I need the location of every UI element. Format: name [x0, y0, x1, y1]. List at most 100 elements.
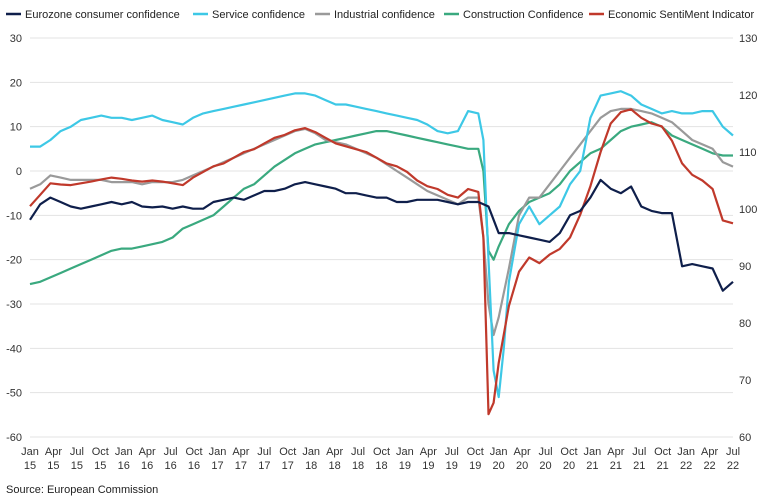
- x-axis-tick-label: Jan 19: [396, 446, 414, 472]
- right-axis-tick-label: 90: [739, 261, 751, 273]
- svg-text:Oct: Oct: [373, 446, 390, 458]
- left-axis-ticks: 30 20 10 0 -10 -20 -30 -40 -50 -60: [6, 33, 22, 444]
- svg-text:Apr: Apr: [326, 446, 343, 458]
- right-axis-tick-label: 120: [739, 90, 757, 102]
- svg-text:Jul: Jul: [257, 446, 271, 458]
- x-axis-ticks: Jan 15 Apr 15 Jul 15 Oct 15 Jan 16 Apr 16 Jul 16 Oct 16…: [21, 446, 740, 472]
- left-axis-tick-label: 10: [10, 122, 22, 134]
- legend-item: Industrial confidence: [315, 9, 435, 21]
- svg-text:Apr: Apr: [420, 446, 437, 458]
- x-axis-tick-label: Oct 21: [654, 446, 671, 472]
- x-axis-tick-label: Jan 20: [490, 446, 508, 472]
- x-axis-tick-label: Jul 17: [257, 446, 271, 472]
- left-axis-tick-label: -10: [6, 210, 22, 222]
- svg-text:20: 20: [516, 460, 528, 472]
- x-axis-tick-label: Apr 19: [420, 446, 437, 472]
- x-axis-tick-label: Jul 21: [632, 446, 646, 472]
- svg-text:16: 16: [164, 460, 176, 472]
- series-line: [29, 178, 734, 292]
- svg-text:Jan: Jan: [115, 446, 133, 458]
- x-axis-tick-label: Jul 20: [539, 446, 553, 472]
- left-axis-tick-label: -50: [6, 388, 22, 400]
- svg-text:Apr: Apr: [514, 446, 531, 458]
- svg-text:Economic SentiMent Indicator: Economic SentiMent Indicator: [608, 9, 754, 21]
- svg-text:15: 15: [24, 460, 36, 472]
- svg-text:15: 15: [71, 460, 83, 472]
- right-axis-ticks: 130 120 110 100 90 80 70 60: [739, 33, 757, 444]
- x-axis-tick-label: Jul 22: [726, 446, 740, 472]
- svg-text:Oct: Oct: [560, 446, 577, 458]
- svg-text:19: 19: [446, 460, 458, 472]
- svg-text:Jan: Jan: [677, 446, 695, 458]
- svg-text:Oct: Oct: [185, 446, 202, 458]
- series-line: [29, 121, 733, 286]
- x-axis-tick-label: Jul 15: [70, 446, 84, 472]
- svg-text:21: 21: [586, 460, 598, 472]
- x-axis-tick-label: Apr 16: [139, 446, 156, 472]
- x-axis-tick-label: Jan 21: [584, 446, 602, 472]
- svg-text:15: 15: [47, 460, 59, 472]
- x-axis-tick-label: Jan 17: [209, 446, 227, 472]
- svg-text:Apr: Apr: [139, 446, 156, 458]
- x-axis-tick-label: Jul 19: [445, 446, 459, 472]
- svg-text:22: 22: [727, 460, 739, 472]
- series-line: [29, 108, 734, 416]
- x-axis-tick-label: Apr 18: [326, 446, 343, 472]
- x-axis-tick-label: Jul 18: [351, 446, 365, 472]
- right-axis-tick-label: 110: [739, 147, 757, 159]
- left-axis-tick-label: -60: [6, 432, 22, 444]
- svg-text:Eurozone consumer confidence: Eurozone consumer confidence: [25, 9, 180, 21]
- x-axis-tick-label: Jan 15: [21, 446, 39, 472]
- x-axis-tick-label: Oct 19: [467, 446, 484, 472]
- right-axis-tick-label: 100: [739, 204, 757, 216]
- svg-text:Oct: Oct: [279, 446, 296, 458]
- grid-lines: [30, 37, 733, 438]
- svg-text:18: 18: [305, 460, 317, 472]
- svg-text:16: 16: [188, 460, 200, 472]
- x-axis-tick-label: Apr 21: [607, 446, 624, 472]
- svg-text:22: 22: [680, 460, 692, 472]
- x-axis-tick-label: Jul 16: [164, 446, 178, 472]
- left-axis-tick-label: -20: [6, 255, 22, 267]
- svg-text:Oct: Oct: [92, 446, 109, 458]
- legend-item: Service confidence: [193, 9, 305, 21]
- svg-text:16: 16: [118, 460, 130, 472]
- svg-text:18: 18: [352, 460, 364, 472]
- right-axis-tick-label: 130: [739, 33, 757, 45]
- svg-text:17: 17: [258, 460, 270, 472]
- svg-text:17: 17: [211, 460, 223, 472]
- left-axis-tick-label: 0: [16, 166, 22, 178]
- svg-text:21: 21: [633, 460, 645, 472]
- svg-text:Apr: Apr: [701, 446, 718, 458]
- chart-legend: Eurozone consumer confidence Service conf…: [6, 9, 754, 21]
- left-axis-tick-label: 20: [10, 77, 22, 89]
- svg-text:Jan: Jan: [396, 446, 414, 458]
- svg-text:Jul: Jul: [539, 446, 553, 458]
- svg-text:Jul: Jul: [632, 446, 646, 458]
- x-axis-tick-label: Apr 17: [232, 446, 249, 472]
- svg-text:19: 19: [422, 460, 434, 472]
- svg-text:Oct: Oct: [654, 446, 671, 458]
- x-axis-tick-label: Jan 18: [302, 446, 320, 472]
- svg-text:16: 16: [141, 460, 153, 472]
- x-axis-tick-label: Oct 15: [92, 446, 109, 472]
- svg-text:Jan: Jan: [490, 446, 508, 458]
- svg-text:15: 15: [94, 460, 106, 472]
- left-axis-tick-label: 30: [10, 33, 22, 45]
- svg-text:19: 19: [469, 460, 481, 472]
- x-axis-tick-label: Apr 20: [514, 446, 531, 472]
- svg-text:Jan: Jan: [209, 446, 227, 458]
- x-axis-tick-label: Oct 17: [279, 446, 296, 472]
- left-axis-tick-label: -30: [6, 299, 22, 311]
- svg-text:Construction Confidence: Construction Confidence: [463, 9, 583, 21]
- x-axis-tick-label: Jan 22: [677, 446, 695, 472]
- svg-text:Jan: Jan: [302, 446, 320, 458]
- series-line: [29, 107, 734, 337]
- svg-text:18: 18: [375, 460, 387, 472]
- svg-text:Apr: Apr: [232, 446, 249, 458]
- right-axis-tick-label: 80: [739, 318, 751, 330]
- legend-item: Economic SentiMent Indicator: [589, 9, 754, 21]
- svg-text:Industrial confidence: Industrial confidence: [334, 9, 435, 21]
- svg-text:Service confidence: Service confidence: [212, 9, 305, 21]
